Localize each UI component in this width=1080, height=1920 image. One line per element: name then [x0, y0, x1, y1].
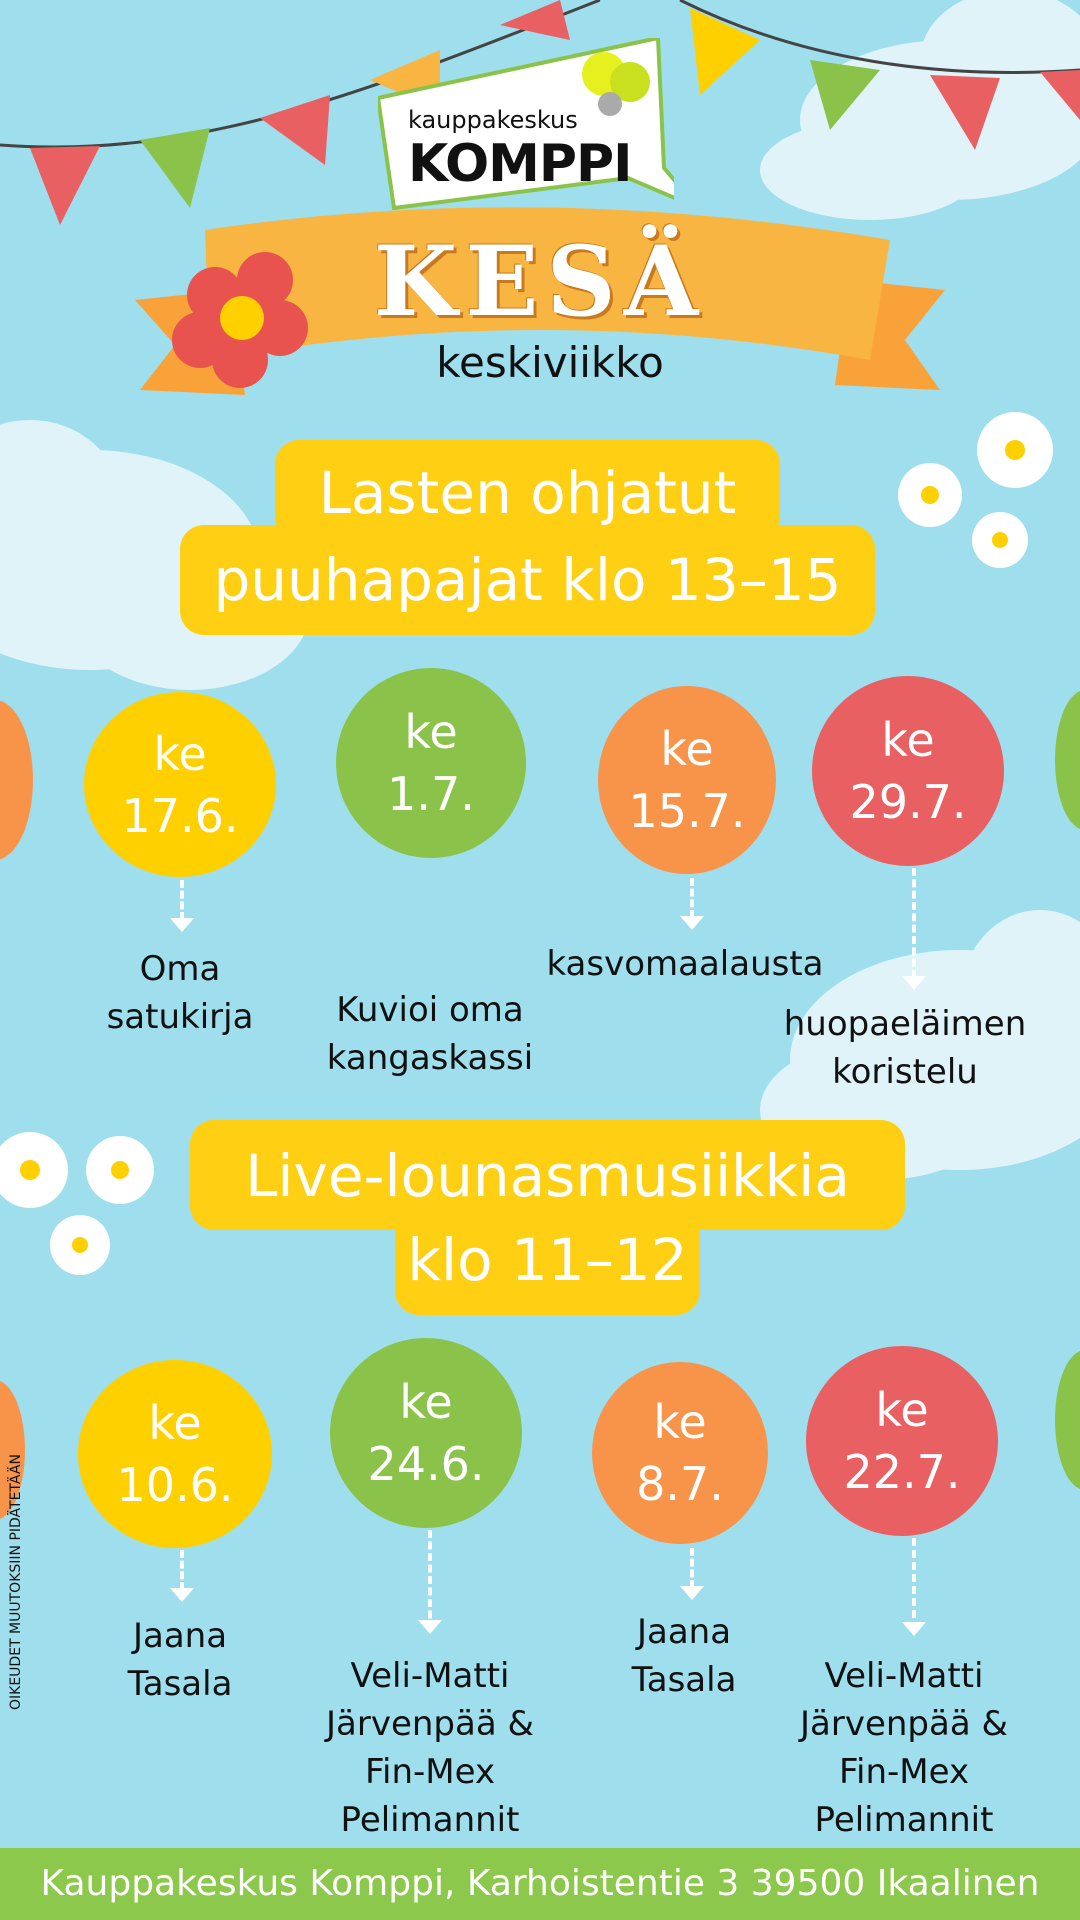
- arrow-line: [690, 1548, 694, 1588]
- event-performer: Veli-Matti Järvenpää & Fin-Mex Pelimanni…: [325, 1656, 534, 1840]
- event-date-circle: ke 22.7.: [806, 1346, 998, 1536]
- event-date: 29.7.: [849, 775, 967, 829]
- event-performer: Veli-Matti Järvenpää & Fin-Mex Pelimanni…: [799, 1656, 1008, 1840]
- arrow-down-icon: [902, 976, 926, 990]
- event-activity: kasvomaalausta: [546, 944, 824, 984]
- event-day: ke: [404, 705, 458, 759]
- arrow-down-icon: [418, 1620, 442, 1634]
- event-date-circle: ke 17.6.: [84, 692, 276, 877]
- weekday-label: keskiviikko: [436, 338, 664, 387]
- arrow-line: [428, 1530, 432, 1630]
- event-date: 24.6.: [367, 1437, 485, 1491]
- event-day: ke: [660, 722, 714, 776]
- event-date: 1.7.: [387, 767, 475, 821]
- rights-reserved-note: OIKEUDET MUUTOKSIIN PIDÄTETÄÄN: [8, 1454, 24, 1710]
- event-date-circle: ke 29.7.: [812, 676, 1004, 866]
- arrow-down-icon: [680, 916, 704, 930]
- logo-subtitle: kauppakeskus: [408, 106, 578, 134]
- arrow-down-icon: [680, 1586, 704, 1600]
- arrow-down-icon: [170, 1588, 194, 1602]
- arrow-line: [912, 868, 916, 978]
- event-day: ke: [875, 1383, 929, 1437]
- event-date: 22.7.: [843, 1445, 961, 1499]
- event-activity: huopaeläimen koristelu: [783, 1004, 1027, 1092]
- event-day: ke: [653, 1395, 707, 1449]
- event-day: ke: [148, 1396, 202, 1450]
- event-day: ke: [881, 713, 935, 767]
- event-performer: Jaana Tasala: [127, 1616, 233, 1704]
- event-day: ke: [153, 726, 207, 781]
- arrow-line: [912, 1538, 916, 1630]
- arrow-down-icon: [902, 1622, 926, 1636]
- event-performer: Jaana Tasala: [631, 1612, 737, 1700]
- music-title-line1: Live-lounasmusiikkia: [245, 1142, 850, 1210]
- event-date-circle: ke 1.7.: [336, 668, 526, 858]
- event-activity: Oma satukirja: [106, 949, 254, 1037]
- event-date: 10.6.: [116, 1458, 234, 1512]
- event-date: 17.6.: [121, 788, 239, 843]
- workshops-title-line2: puuhapajat klo 13–15: [213, 546, 842, 614]
- event-activity: Kuvioi oma kangaskassi: [326, 990, 534, 1078]
- flower-decoration: [172, 252, 308, 388]
- event-date-circle: ke 10.6.: [78, 1360, 272, 1548]
- arrow-line: [180, 1550, 184, 1590]
- arrow-down-icon: [170, 918, 194, 932]
- logo-speech-bubble: [378, 38, 674, 211]
- arrow-line: [180, 880, 184, 920]
- logo-title: KOMPPI: [408, 134, 632, 194]
- event-date-circle: ke 15.7.: [598, 686, 776, 874]
- event-date-circle: ke 8.7.: [592, 1362, 768, 1544]
- banner-title: KESÄ: [373, 225, 707, 338]
- arrow-line: [690, 878, 694, 918]
- event-day: ke: [399, 1375, 453, 1429]
- footer-address: Kauppakeskus Komppi, Karhoistentie 3 395…: [0, 1848, 1080, 1920]
- music-title-line2: klo 11–12: [407, 1226, 688, 1294]
- event-date: 8.7.: [636, 1457, 724, 1511]
- workshops-title-line1: Lasten ohjatut: [318, 459, 737, 527]
- event-date-circle: ke 24.6.: [330, 1338, 522, 1528]
- event-date: 15.7.: [628, 784, 746, 838]
